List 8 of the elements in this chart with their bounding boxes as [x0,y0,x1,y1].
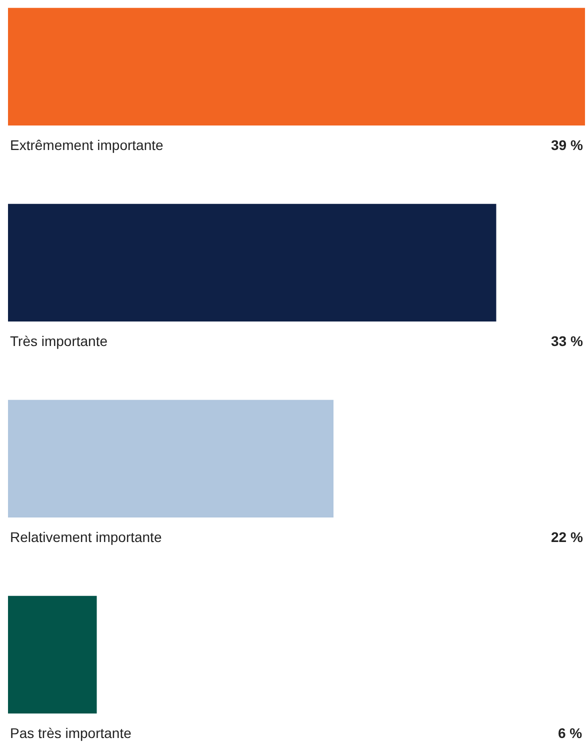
y-tick-label: Relativement importante [10,529,162,545]
y-tick-label: Extrêmement importante [10,137,164,153]
data-label: 22 % [551,529,584,545]
data-label: 6 % [558,725,583,741]
y-tick-label: Très importante [10,333,108,349]
y-tick-label: Pas très importante [10,725,132,741]
data-label: 39 % [551,137,584,153]
data-label: 33 % [551,333,584,349]
